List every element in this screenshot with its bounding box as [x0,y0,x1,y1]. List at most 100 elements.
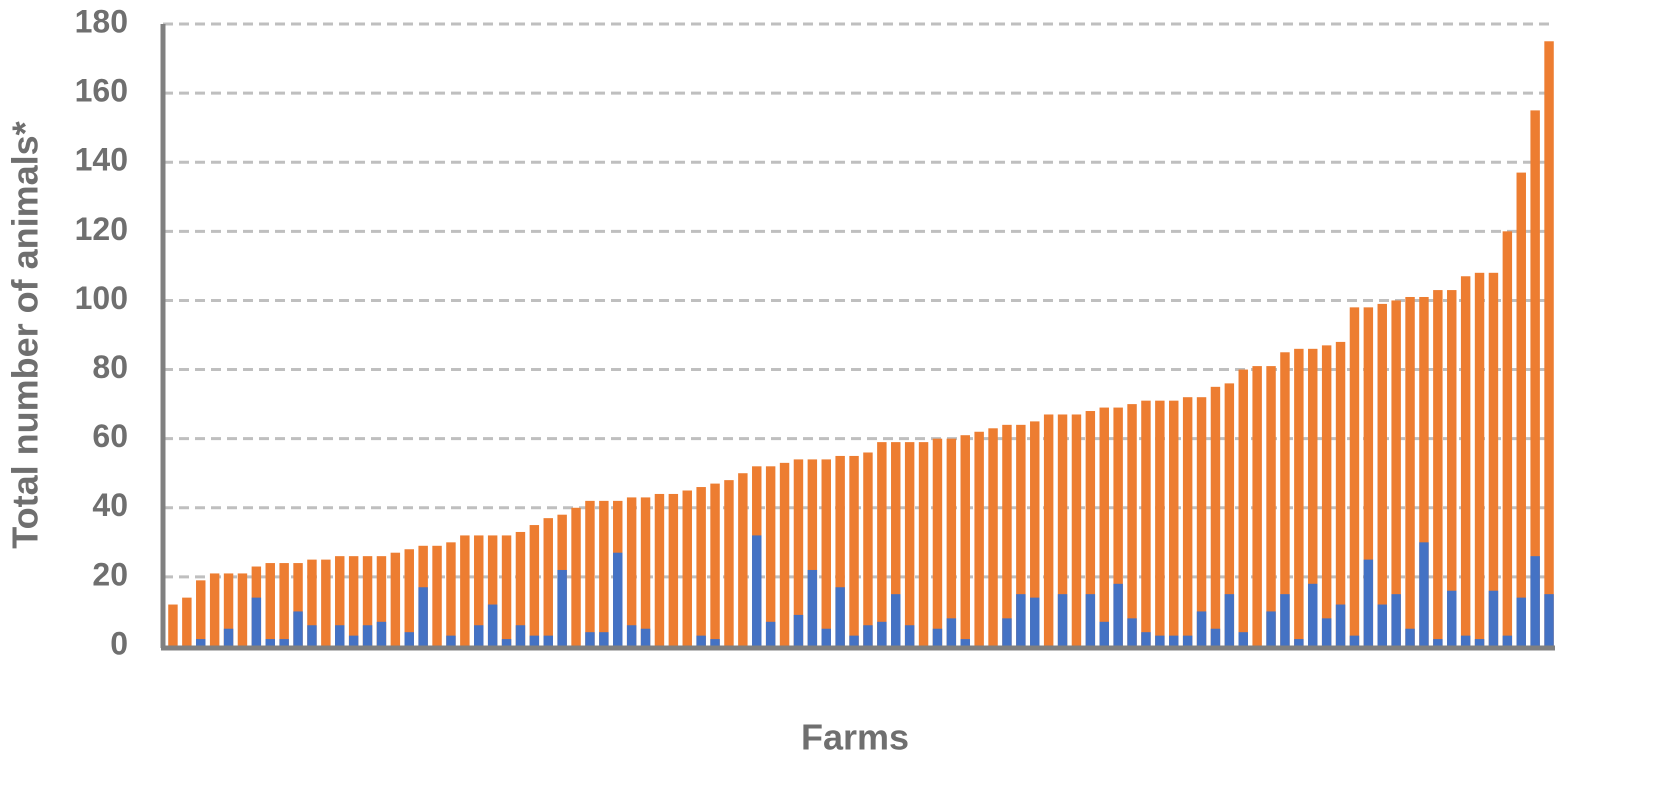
bar-lower-segment [1266,611,1276,646]
bar-total [460,535,470,646]
bar-lower-segment [1460,635,1471,646]
bar-lower-segment [418,587,428,646]
bar-lower-segment [1335,604,1346,646]
y-tick-label: 100 [75,280,128,316]
bar-total [1377,303,1387,646]
bar-lower-segment [543,635,553,646]
bar-total [835,455,845,646]
bar-total [265,563,275,646]
bar-total [376,556,387,646]
bar-total [404,549,414,646]
bar-lower-segment [1280,594,1290,646]
bar-lower-segment [1113,583,1123,646]
y-tick-label: 80 [92,349,128,385]
bar-total [849,455,859,646]
bar-total [1210,386,1221,646]
bar-total [682,490,692,646]
bar-total [182,597,192,646]
bar-lower-segment [1210,628,1221,646]
bar-lower-segment [446,635,456,646]
bar-lower-segment [501,639,512,646]
bar-lower-segment [1405,628,1415,646]
bar-lower-segment [863,625,873,646]
bar-total [1113,407,1123,646]
y-tick-label: 160 [75,73,128,109]
bar-total [1321,345,1332,646]
bar-lower-segment [1488,590,1499,646]
bar-total [960,435,970,646]
bar-total [1433,290,1443,646]
bar-lower-segment [640,628,651,646]
bar-total [1266,366,1276,646]
bar-lower-segment [1516,597,1526,646]
bar-lower-segment [626,625,637,646]
bar-lower-segment [1502,635,1513,646]
bar-total [599,500,609,646]
bar-total [1516,172,1526,647]
bar-total [1460,276,1471,646]
bar-total [863,452,873,646]
bar-total [1488,272,1499,646]
bar-lower-segment [307,625,317,646]
y-tick-label: 60 [92,418,128,454]
x-axis-title: Farms [801,717,909,758]
bar-total [1391,300,1401,646]
bar-total [807,459,818,646]
bar-total [1349,307,1360,646]
bar-lower-segment [821,628,831,646]
bar-total [1169,400,1179,646]
bar-lower-segment [1238,632,1248,646]
bar-total [710,483,720,646]
bar-total [237,573,248,646]
bar-total [1030,421,1040,646]
bar-lower-segment [1308,583,1318,646]
y-axis-title: Total number of animals* [5,121,46,548]
bar-total [1252,366,1262,646]
bar-lower-segment [849,635,859,646]
bar-lower-segment [1377,604,1387,646]
bar-total [446,542,456,646]
bar-lower-segment [877,621,887,646]
bar-total [571,507,581,646]
bar-total [529,525,540,646]
bar-total [1447,290,1457,646]
bar-lower-segment [1155,635,1165,646]
bar-lower-segment [1391,594,1401,646]
bar-lower-segment [1544,594,1554,646]
bar-lower-segment [1182,635,1193,646]
bar-lower-segment [1447,590,1457,646]
bar-total [307,559,317,646]
bar-lower-segment [1141,632,1151,646]
bar-total [362,556,373,646]
bar-lower-segment [376,621,387,646]
bar-total [335,556,345,646]
bar-lower-segment [1419,542,1429,646]
bar-total [196,580,206,646]
bar-lower-segment [1294,639,1304,646]
bar-lower-segment [613,552,623,646]
bar-lower-segment [1099,621,1109,646]
gridlines [163,22,1555,579]
bar-lower-segment [960,639,970,646]
bar-lower-segment [251,597,262,646]
bar-total [1294,348,1304,646]
bar-total [668,493,679,646]
bar-total [543,518,553,646]
bar-lower-segment [474,625,484,646]
bar-total [891,442,901,646]
y-tick-label: 140 [75,142,128,178]
bar-total [348,556,359,646]
bar-total [1155,400,1165,646]
bar-lower-segment [1030,597,1040,646]
bar-total [793,459,804,646]
bar-total [765,466,776,646]
bar-total [821,459,831,646]
bar-lower-segment [891,594,901,646]
bar-total [209,573,220,646]
bar-lower-segment [1085,594,1096,646]
bar-lower-segment [1127,618,1137,646]
bar-total [1419,296,1429,646]
bar-lower-segment [585,632,595,646]
bar-lower-segment [487,604,498,646]
